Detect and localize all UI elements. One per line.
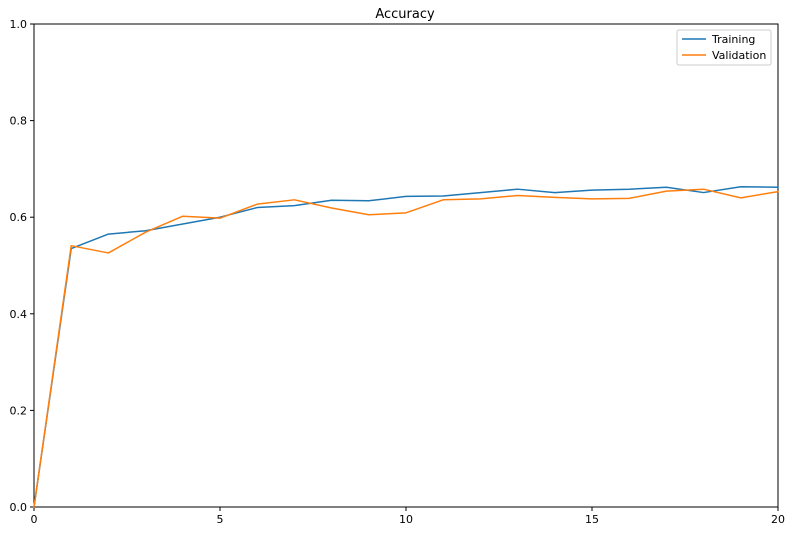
x-tick-label-10: 10	[399, 513, 413, 526]
legend: Training Validation	[676, 29, 772, 66]
x-tick-label-5: 5	[217, 513, 224, 526]
x-tick-label-15: 15	[585, 513, 599, 526]
legend-label-training: Training	[711, 33, 755, 46]
series-line-validation	[33, 188, 779, 508]
legend-label-validation: Validation	[712, 49, 766, 62]
y-tick-label-3: 0.6	[10, 211, 28, 224]
y-tick-label-2: 0.4	[10, 308, 28, 321]
y-tick-label-1: 0.2	[10, 404, 28, 417]
x-tick-label-0: 0	[31, 513, 38, 526]
series-line-training	[33, 186, 779, 508]
y-tick-label-5: 1.0	[10, 18, 28, 31]
axes-layer: 0 5 10 15 20 0.0 0.2 0.4 0.6 0.8 1.0	[10, 18, 786, 526]
x-tick-label-20: 20	[771, 513, 785, 526]
y-tick-label-4: 0.8	[10, 115, 28, 128]
chart-title: Accuracy	[375, 7, 435, 22]
series-layer	[33, 186, 779, 508]
y-tick-label-0: 0.0	[10, 501, 28, 514]
